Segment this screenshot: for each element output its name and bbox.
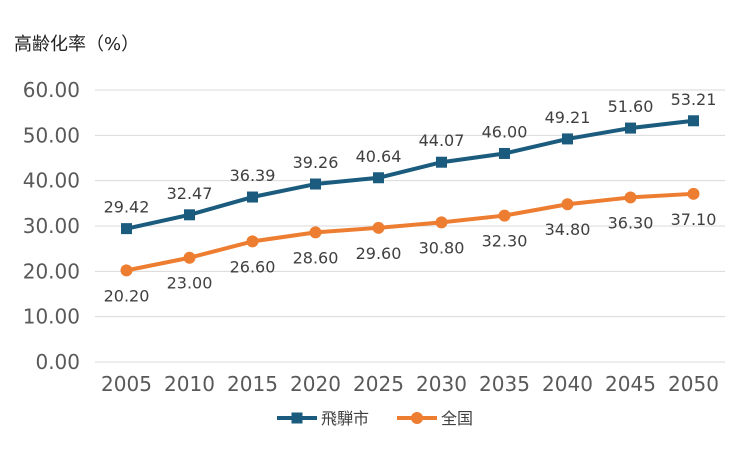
y-tick-label: 60.00 [23, 78, 80, 102]
data-point [246, 235, 259, 248]
x-tick-label: 2025 [353, 372, 404, 396]
data-label: 46.00 [482, 122, 528, 141]
legend-marker [291, 412, 303, 424]
data-label: 53.21 [671, 90, 717, 109]
data-label: 36.30 [608, 213, 654, 232]
x-tick-label: 2010 [164, 372, 215, 396]
series-layer [120, 115, 700, 277]
data-label: 34.80 [545, 220, 591, 239]
series-line-1 [126, 191, 694, 273]
data-point [498, 209, 511, 222]
data-point [687, 187, 700, 200]
x-tick-label: 2035 [479, 372, 530, 396]
data-point [310, 178, 321, 190]
data-label: 32.30 [482, 232, 528, 251]
data-point [436, 156, 447, 168]
data-point [562, 133, 573, 145]
x-tick-label: 2050 [668, 372, 719, 396]
y-axis-label: 高齢化率（%） [14, 34, 139, 55]
data-label: 23.00 [167, 274, 213, 293]
data-point [247, 191, 258, 203]
data-labels: 29.42 32.47 36.39 39.26 40.64 44.07 46.00 49.21… [104, 90, 717, 306]
series-line-0 [126, 118, 694, 231]
data-label: 37.10 [671, 210, 717, 229]
data-label: 28.60 [293, 248, 339, 267]
data-point [120, 264, 133, 277]
data-point [624, 191, 637, 204]
data-point [121, 223, 132, 235]
y-tick-label: 20.00 [23, 259, 80, 283]
data-label: 40.64 [356, 147, 402, 166]
data-label: 29.42 [104, 198, 150, 217]
y-tick-label: 30.00 [23, 214, 80, 238]
data-point [688, 115, 699, 127]
data-label: 49.21 [545, 108, 591, 127]
data-label: 26.60 [230, 257, 276, 276]
data-point [184, 209, 195, 221]
x-tick-label: 2020 [290, 372, 341, 396]
y-tick-label: 10.00 [23, 305, 80, 329]
x-tick-label: 2005 [101, 372, 152, 396]
x-tick-label: 2045 [605, 372, 656, 396]
data-point [625, 122, 636, 134]
x-tick-label: 2015 [227, 372, 278, 396]
data-point [372, 221, 385, 234]
legend: 飛騨市 全国 [277, 409, 473, 428]
x-tick-label: 2030 [416, 372, 467, 396]
data-label: 29.60 [356, 244, 402, 263]
data-label: 30.80 [419, 238, 465, 257]
data-label: 32.47 [167, 184, 213, 203]
legend-marker [411, 412, 423, 424]
data-point [373, 172, 384, 184]
data-point [435, 216, 448, 229]
y-tick-label: 50.00 [23, 123, 80, 147]
data-label: 20.20 [104, 286, 150, 305]
y-tick-label: 40.00 [23, 169, 80, 193]
data-point [561, 198, 574, 211]
x-tick-labels: 2005 2010 2015 2020 2025 2030 2035 2040 2045 2050 [101, 372, 719, 396]
data-label: 39.26 [293, 153, 339, 172]
legend-label: 飛騨市 [321, 409, 369, 428]
data-point [499, 147, 510, 159]
grid-lines [95, 89, 725, 363]
data-point [183, 251, 196, 264]
y-tick-label: 0.00 [35, 350, 80, 374]
data-point [309, 226, 322, 239]
y-tick-labels: 0.00 10.00 20.00 30.00 40.00 50.00 60.00 [23, 78, 80, 374]
legend-label: 全国 [441, 409, 473, 428]
data-label: 44.07 [419, 131, 465, 150]
data-label: 36.39 [230, 166, 276, 185]
x-tick-label: 2040 [542, 372, 593, 396]
data-label: 51.60 [608, 97, 654, 116]
